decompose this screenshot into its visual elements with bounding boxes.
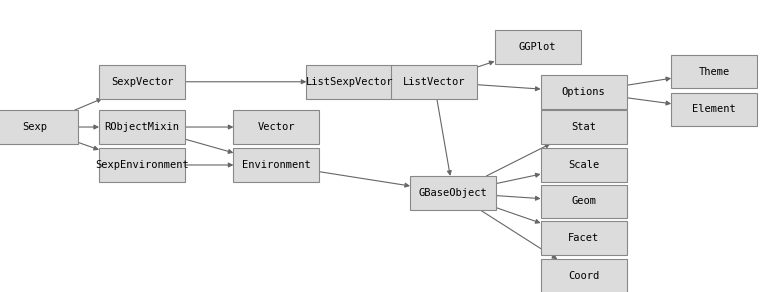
Text: Facet: Facet <box>568 233 599 243</box>
Text: ListSexpVector: ListSexpVector <box>306 77 393 87</box>
Text: RObjectMixin: RObjectMixin <box>104 122 180 132</box>
FancyBboxPatch shape <box>233 148 319 182</box>
FancyBboxPatch shape <box>541 185 627 218</box>
FancyBboxPatch shape <box>541 221 627 255</box>
Text: Options: Options <box>562 87 605 97</box>
Text: Coord: Coord <box>568 271 599 281</box>
Text: ListVector: ListVector <box>402 77 465 87</box>
FancyBboxPatch shape <box>671 93 757 126</box>
Text: Stat: Stat <box>571 122 596 132</box>
FancyBboxPatch shape <box>233 110 319 144</box>
FancyBboxPatch shape <box>541 148 627 182</box>
FancyBboxPatch shape <box>99 110 185 144</box>
Text: GBaseObject: GBaseObject <box>419 188 488 198</box>
Text: Geom: Geom <box>571 197 596 206</box>
FancyBboxPatch shape <box>410 176 496 210</box>
FancyBboxPatch shape <box>541 110 627 144</box>
Text: Theme: Theme <box>699 67 730 77</box>
FancyBboxPatch shape <box>541 259 627 292</box>
FancyBboxPatch shape <box>99 148 185 182</box>
Text: SexpVector: SexpVector <box>111 77 174 87</box>
Text: GGPlot: GGPlot <box>519 42 556 52</box>
FancyBboxPatch shape <box>0 110 78 144</box>
FancyBboxPatch shape <box>541 75 627 109</box>
FancyBboxPatch shape <box>671 55 757 88</box>
FancyBboxPatch shape <box>391 65 477 99</box>
FancyBboxPatch shape <box>306 65 392 99</box>
FancyBboxPatch shape <box>99 65 185 99</box>
Text: Element: Element <box>693 105 736 114</box>
Text: Scale: Scale <box>568 160 599 170</box>
Text: Environment: Environment <box>242 160 311 170</box>
FancyBboxPatch shape <box>495 30 581 64</box>
Text: Vector: Vector <box>258 122 295 132</box>
Text: SexpEnvironment: SexpEnvironment <box>95 160 189 170</box>
Text: Sexp: Sexp <box>22 122 47 132</box>
